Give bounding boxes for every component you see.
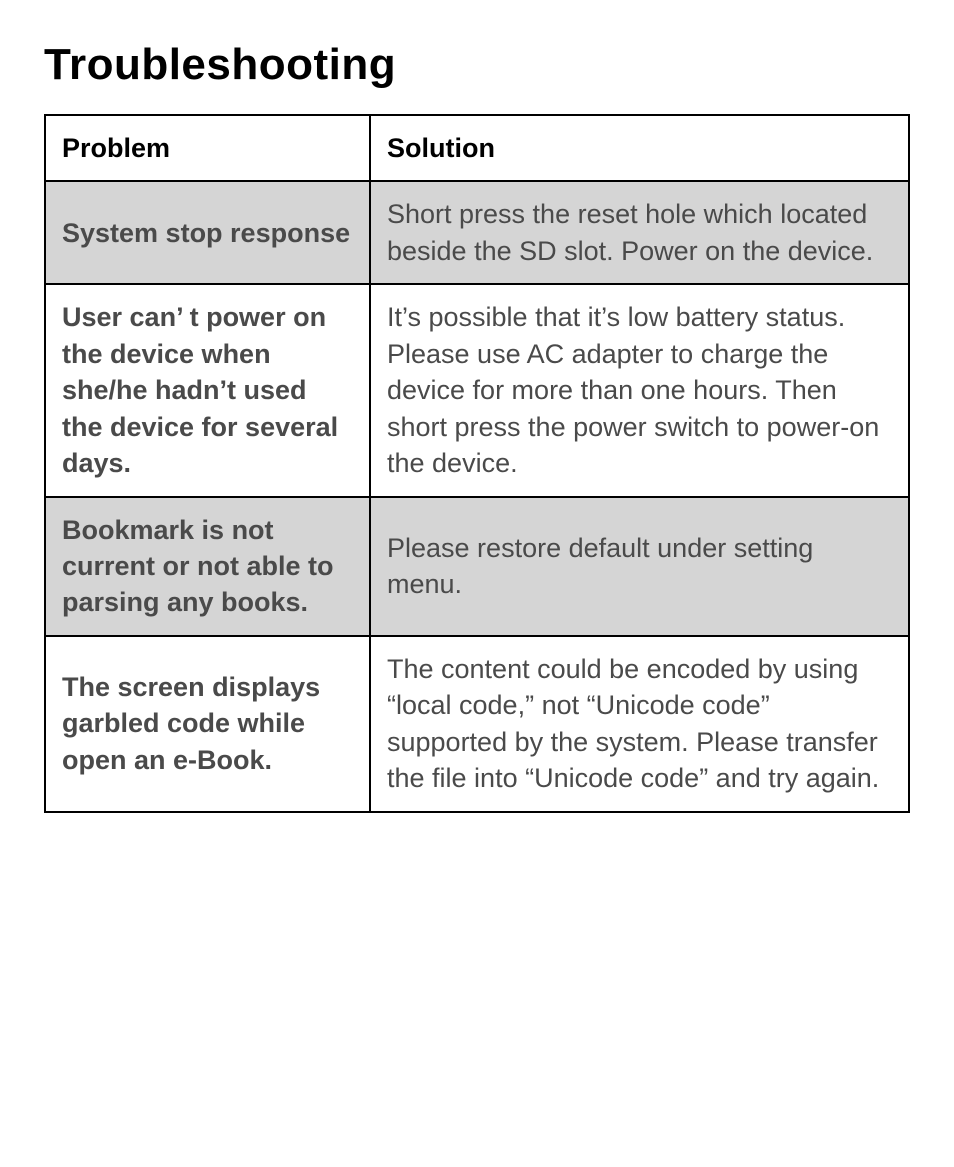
solution-cell: The content could be encoded by using “l… (370, 636, 909, 812)
troubleshooting-table: Problem Solution System stop response Sh… (44, 114, 910, 813)
solution-cell: Short press the reset hole which located… (370, 181, 909, 284)
problem-cell: System stop response (45, 181, 370, 284)
solution-cell: Please restore default under setting men… (370, 497, 909, 636)
problem-cell: User can’ t power on the device when she… (45, 284, 370, 496)
table-row: The screen displays garbled code while o… (45, 636, 909, 812)
page-title: Troubleshooting (44, 40, 910, 90)
table-header-row: Problem Solution (45, 115, 909, 181)
column-header-solution: Solution (370, 115, 909, 181)
problem-cell: The screen displays garbled code while o… (45, 636, 370, 812)
table-row: Bookmark is not current or not able to p… (45, 497, 909, 636)
solution-cell: It’s possible that it’s low battery stat… (370, 284, 909, 496)
column-header-problem: Problem (45, 115, 370, 181)
table-row: User can’ t power on the device when she… (45, 284, 909, 496)
problem-cell: Bookmark is not current or not able to p… (45, 497, 370, 636)
table-row: System stop response Short press the res… (45, 181, 909, 284)
